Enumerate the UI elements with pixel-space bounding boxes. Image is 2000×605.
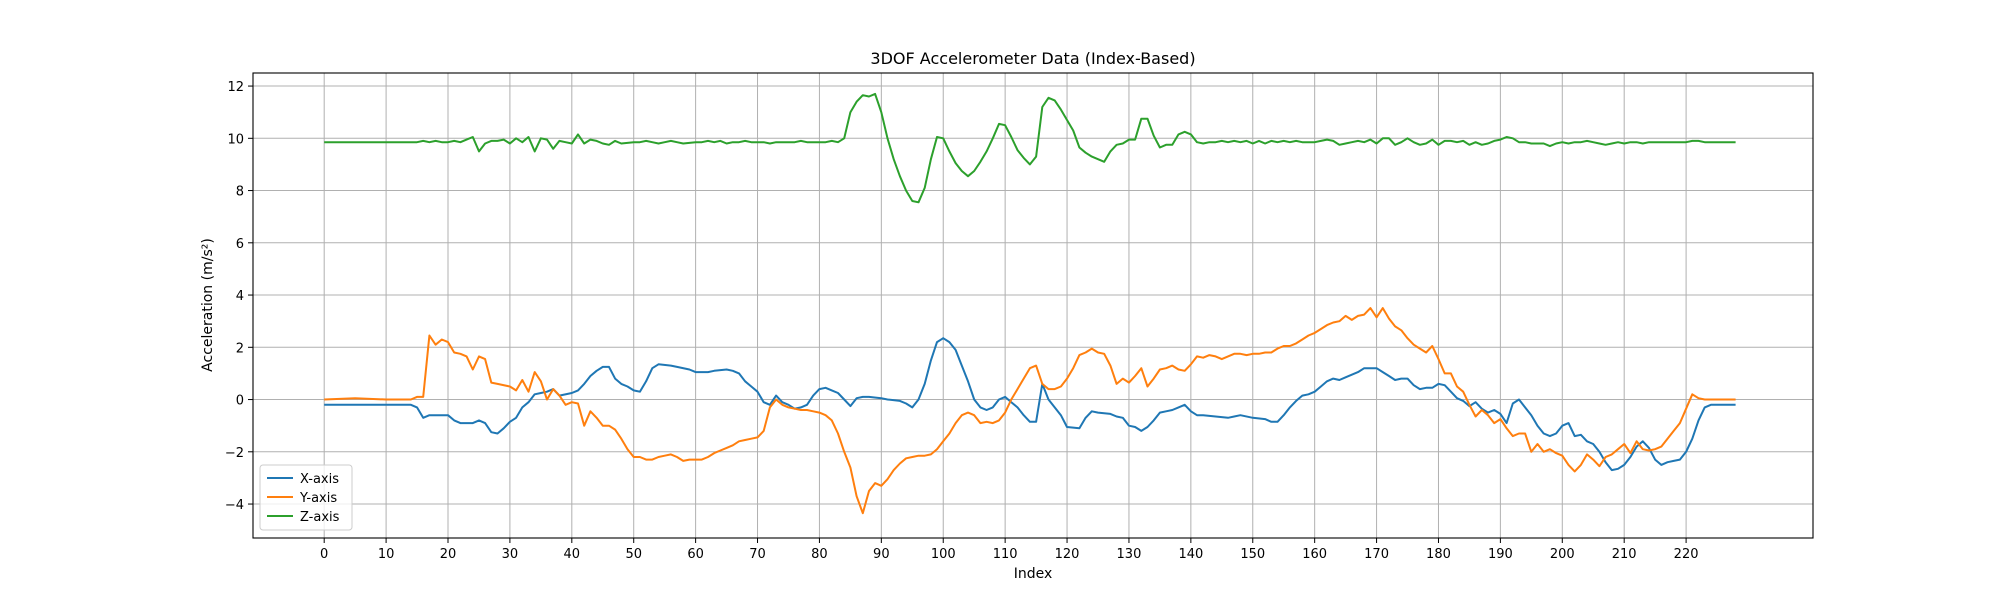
y-tick-label: −4: [225, 498, 244, 513]
legend-label: Y-axis: [299, 491, 337, 506]
series-line-z-axis: [324, 92, 1736, 204]
x-tick-label: 120: [1055, 547, 1080, 562]
plot-frame: [252, 72, 1814, 539]
y-tick-label: 2: [236, 341, 244, 356]
x-tick-label: 210: [1612, 547, 1637, 562]
x-tick-label: 80: [811, 547, 828, 562]
tick-layer: 0 10 20 30 40 50 60 70 80 90 100 110 120 130 140 150 160…: [225, 80, 1699, 562]
y-tick-label: 4: [236, 289, 244, 304]
series-line-y-axis: [324, 307, 1736, 515]
x-tick-label: 200: [1550, 547, 1575, 562]
x-tick-label: 100: [931, 547, 956, 562]
legend-box: [259, 464, 353, 531]
x-tick-label: 0: [320, 547, 328, 562]
grid-layer: [253, 73, 1813, 538]
x-tick-label: 60: [687, 547, 704, 562]
y-tick-label: 10: [227, 132, 244, 147]
x-tick-label: 10: [378, 547, 395, 562]
legend-label: Z-axis: [300, 510, 340, 525]
x-tick-label: 30: [502, 547, 519, 562]
y-tick-label: 0: [236, 394, 244, 409]
x-tick-label: 160: [1302, 547, 1327, 562]
x-tick-label: 190: [1488, 547, 1513, 562]
legend-label: X-axis: [300, 472, 339, 487]
x-tick-label: 90: [873, 547, 890, 562]
y-tick-label: 8: [236, 185, 244, 200]
x-tick-label: 50: [625, 547, 642, 562]
y-tick-label: 12: [227, 80, 244, 95]
x-tick-label: 40: [564, 547, 581, 562]
x-tick-label: 150: [1240, 547, 1265, 562]
legend: X-axis Y-axis Z-axis: [259, 464, 353, 531]
x-tick-label: 220: [1674, 547, 1699, 562]
x-tick-label: 110: [993, 547, 1018, 562]
x-tick-label: 180: [1426, 547, 1451, 562]
series-line-x-axis: [324, 337, 1736, 472]
x-tick-label: 70: [749, 547, 766, 562]
x-tick-label: 130: [1117, 547, 1142, 562]
y-tick-label: −2: [225, 446, 244, 461]
y-tick-label: 6: [236, 237, 244, 252]
x-tick-label: 170: [1364, 547, 1389, 562]
x-tick-label: 140: [1178, 547, 1203, 562]
x-tick-label: 20: [440, 547, 457, 562]
y-axis-label: Acceleration (m/s²): [200, 238, 216, 372]
chart-title: 3DOF Accelerometer Data (Index-Based): [870, 49, 1195, 68]
x-axis-label: Index: [1014, 566, 1053, 582]
series-layer: [324, 92, 1736, 515]
